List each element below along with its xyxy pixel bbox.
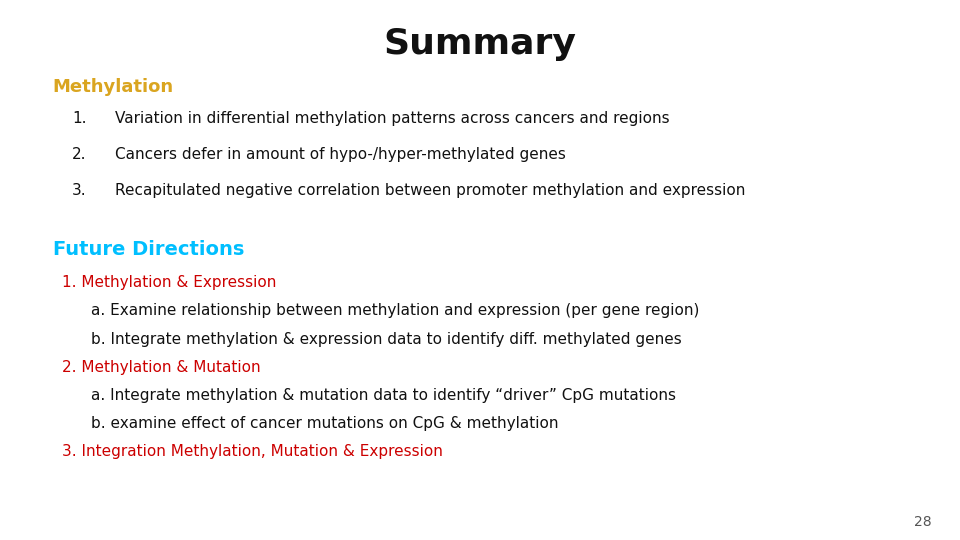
Text: 2. Methylation & Mutation: 2. Methylation & Mutation	[62, 360, 261, 375]
Text: a. Examine relationship between methylation and expression (per gene region): a. Examine relationship between methylat…	[91, 303, 700, 319]
Text: 3. Integration Methylation, Mutation & Expression: 3. Integration Methylation, Mutation & E…	[62, 444, 444, 459]
Text: Recapitulated negative correlation between promoter methylation and expression: Recapitulated negative correlation betwe…	[115, 183, 746, 198]
Text: 3.: 3.	[72, 183, 86, 198]
Text: 1.: 1.	[72, 111, 86, 126]
Text: Cancers defer in amount of hypo-/hyper-methylated genes: Cancers defer in amount of hypo-/hyper-m…	[115, 147, 566, 162]
Text: a. Integrate methylation & mutation data to identify “driver” CpG mutations: a. Integrate methylation & mutation data…	[91, 388, 676, 403]
Text: 28: 28	[914, 515, 931, 529]
Text: 2.: 2.	[72, 147, 86, 162]
Text: b. examine effect of cancer mutations on CpG & methylation: b. examine effect of cancer mutations on…	[91, 416, 559, 431]
Text: Variation in differential methylation patterns across cancers and regions: Variation in differential methylation pa…	[115, 111, 670, 126]
Text: b. Integrate methylation & expression data to identify diff. methylated genes: b. Integrate methylation & expression da…	[91, 332, 682, 347]
Text: Future Directions: Future Directions	[53, 240, 244, 259]
Text: Summary: Summary	[384, 27, 576, 61]
Text: 1. Methylation & Expression: 1. Methylation & Expression	[62, 275, 276, 291]
Text: Methylation: Methylation	[53, 78, 174, 96]
